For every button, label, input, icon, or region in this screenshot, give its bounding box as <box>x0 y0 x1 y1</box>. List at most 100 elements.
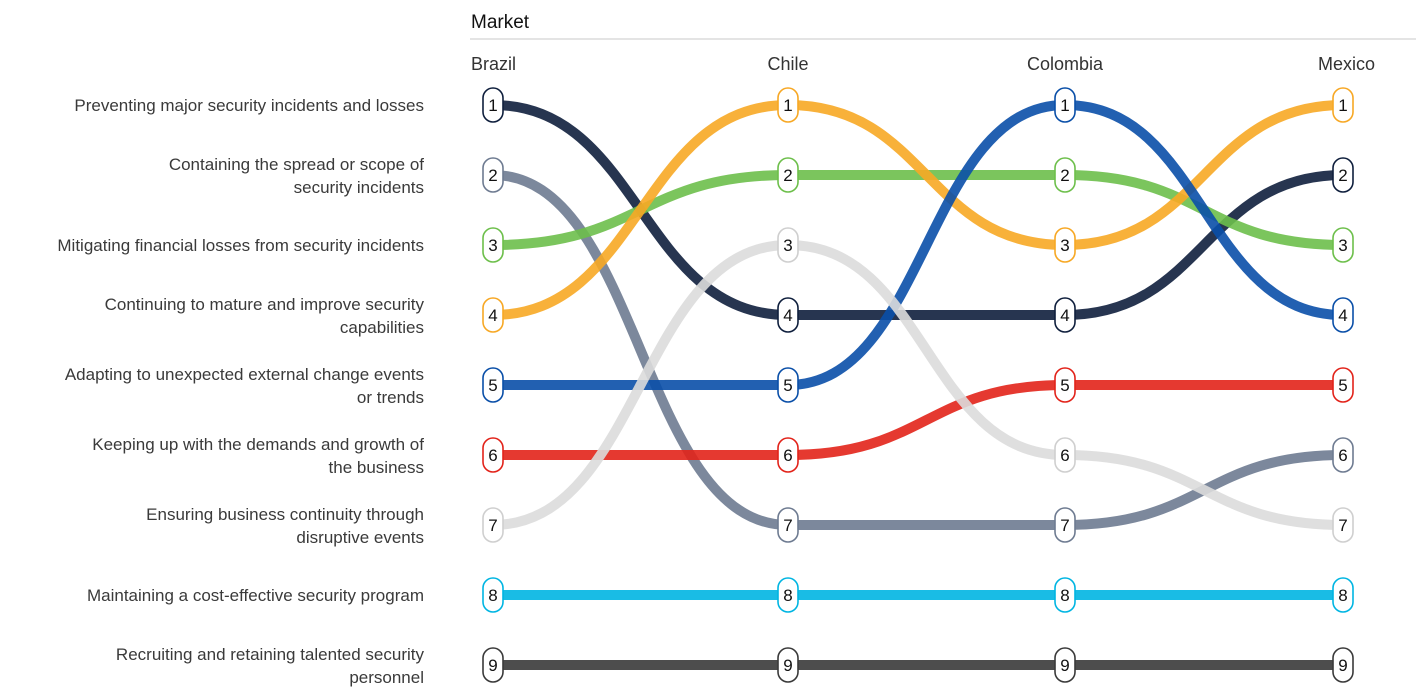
rank-node-pill <box>1332 297 1354 333</box>
row-label: disruptive events <box>296 528 424 547</box>
rank-node-pill <box>777 157 799 193</box>
rank-node-label: 4 <box>488 306 497 325</box>
chart-title: Market <box>471 12 530 33</box>
rank-node-label: 1 <box>783 96 792 115</box>
rank-node-pill <box>777 227 799 263</box>
rank-node: 6 <box>1054 437 1076 473</box>
rank-node-label: 6 <box>1060 446 1069 465</box>
rank-node-label: 2 <box>1338 166 1347 185</box>
ribbon-series-2 <box>488 170 1348 531</box>
rank-node-pill <box>482 297 504 333</box>
rank-node-label: 4 <box>783 306 792 325</box>
rank-node-label: 7 <box>783 516 792 535</box>
rank-node: 7 <box>777 507 799 543</box>
rank-node-label: 9 <box>1338 656 1347 675</box>
rank-node-label: 5 <box>783 376 792 395</box>
rank-node: 5 <box>1054 367 1076 403</box>
rank-node: 2 <box>1054 157 1076 193</box>
rank-node: 9 <box>482 647 504 683</box>
row-label: the business <box>329 458 424 477</box>
rank-node-pill <box>1332 157 1354 193</box>
rank-node-pill <box>777 647 799 683</box>
rank-node-label: 7 <box>488 516 497 535</box>
rank-node-pill <box>1054 507 1076 543</box>
rank-node-pill <box>1054 87 1076 123</box>
rank-node: 7 <box>1332 507 1354 543</box>
row-label: Preventing major security incidents and … <box>74 96 424 115</box>
rank-node-label: 6 <box>1338 446 1347 465</box>
rank-node: 1 <box>1054 87 1076 123</box>
rank-node-pill <box>1332 367 1354 403</box>
rank-node-pill <box>777 367 799 403</box>
column-label-mexico: Mexico <box>1318 54 1375 74</box>
rank-node-pill <box>777 437 799 473</box>
ribbon-series-1 <box>488 100 1348 321</box>
row-label: Keeping up with the demands and growth o… <box>92 435 424 454</box>
rank-node-label: 7 <box>1060 516 1069 535</box>
column-label-chile: Chile <box>767 54 808 74</box>
rank-node-label: 9 <box>1060 656 1069 675</box>
ribbons <box>488 99 1348 671</box>
row-label: Containing the spread or scope of <box>169 155 424 174</box>
rank-node-pill <box>1054 437 1076 473</box>
rank-node: 3 <box>777 227 799 263</box>
rank-node-pill <box>482 87 504 123</box>
column-label-colombia: Colombia <box>1027 54 1104 74</box>
ribbon-series-4 <box>488 99 1348 320</box>
rank-node-pill <box>482 227 504 263</box>
row-label: Maintaining a cost-effective security pr… <box>87 586 424 605</box>
rank-node: 4 <box>482 297 504 333</box>
rank-node-pill <box>1054 647 1076 683</box>
rank-node-label: 1 <box>1338 96 1347 115</box>
rank-node-label: 8 <box>488 586 497 605</box>
rank-node-label: 5 <box>488 376 497 395</box>
rank-node: 2 <box>1332 157 1354 193</box>
rank-node-pill <box>482 507 504 543</box>
rank-node: 3 <box>1054 227 1076 263</box>
rank-node-pill <box>1332 577 1354 613</box>
rank-node-label: 3 <box>1060 236 1069 255</box>
rank-node-label: 4 <box>1060 306 1069 325</box>
rank-nodes: 1 4 4 2 2 7 7 6 3 2 2 3 4 1 3 1 5 5 1 4 6 6 5 5 7 3 6 7 8 8 8 8 9 9 9 9 <box>482 87 1354 683</box>
rank-node-label: 9 <box>783 656 792 675</box>
rank-node-pill <box>1332 437 1354 473</box>
rank-node-label: 3 <box>488 236 497 255</box>
rank-node-label: 5 <box>1338 376 1347 395</box>
rank-node-label: 2 <box>783 166 792 185</box>
rank-node-label: 6 <box>488 446 497 465</box>
rank-node-label: 2 <box>488 166 497 185</box>
rank-node-label: 4 <box>1338 306 1347 325</box>
rank-node: 6 <box>1332 437 1354 473</box>
column-label-brazil: Brazil <box>471 54 516 74</box>
rank-node: 1 <box>1332 87 1354 123</box>
rank-node-pill <box>482 437 504 473</box>
rank-node: 5 <box>1332 367 1354 403</box>
rank-node-label: 3 <box>783 236 792 255</box>
row-label: Mitigating financial losses from securit… <box>57 236 424 255</box>
row-label: capabilities <box>340 318 424 337</box>
rank-node-pill <box>1054 367 1076 403</box>
rank-node-label: 3 <box>1338 236 1347 255</box>
row-label: or trends <box>357 388 424 407</box>
ribbon-series-5 <box>488 99 1348 391</box>
rank-node-pill <box>1054 297 1076 333</box>
rank-node-label: 6 <box>783 446 792 465</box>
rank-node-pill <box>777 297 799 333</box>
rank-node-label: 7 <box>1338 516 1347 535</box>
rank-node: 2 <box>777 157 799 193</box>
rank-node: 9 <box>1332 647 1354 683</box>
rank-node: 5 <box>482 367 504 403</box>
rank-node-pill <box>482 647 504 683</box>
rank-node-pill <box>482 367 504 403</box>
rank-node: 6 <box>777 437 799 473</box>
rank-node-label: 5 <box>1060 376 1069 395</box>
rank-node: 9 <box>777 647 799 683</box>
rank-node-label: 8 <box>1338 586 1347 605</box>
rank-node-pill <box>1332 507 1354 543</box>
rank-node-pill <box>777 87 799 123</box>
rank-node: 8 <box>1332 577 1354 613</box>
rank-node-label: 8 <box>783 586 792 605</box>
rank-node: 4 <box>1332 297 1354 333</box>
rank-node: 8 <box>1054 577 1076 613</box>
